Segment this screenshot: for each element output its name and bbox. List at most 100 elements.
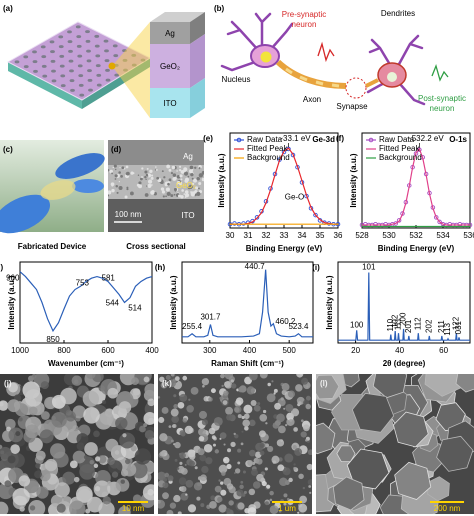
particle <box>107 387 119 399</box>
x-tick-label: 1000 <box>11 346 29 355</box>
neuron-schematic: (b) Nucleus Axon Synapse Dendrites <box>214 4 449 111</box>
grain <box>188 184 193 190</box>
grain <box>124 195 128 199</box>
grain <box>147 175 149 177</box>
nucleus-label: Nucleus <box>222 75 251 84</box>
grain <box>184 196 187 199</box>
particle <box>237 502 245 510</box>
data-point <box>313 212 318 218</box>
grain <box>196 176 200 181</box>
particle <box>120 469 129 477</box>
particle <box>271 380 274 383</box>
particle <box>269 498 273 502</box>
grain <box>118 185 123 191</box>
particle <box>89 459 95 465</box>
particle <box>76 442 85 451</box>
grain <box>181 189 184 192</box>
peak-label: 031 <box>454 320 463 334</box>
particle <box>194 466 198 470</box>
particle <box>302 424 310 432</box>
particle <box>233 472 236 475</box>
grain <box>155 166 157 168</box>
grain <box>138 181 142 185</box>
electrode-dot <box>51 79 57 83</box>
y-axis-label: Intensity (a.u.) <box>325 275 334 330</box>
particle <box>174 441 181 449</box>
particle <box>280 397 284 401</box>
electrode-dot <box>40 45 46 49</box>
x-tick-label: 20 <box>351 346 360 355</box>
particle <box>283 502 287 506</box>
particle <box>111 471 119 478</box>
grain <box>118 171 121 174</box>
particle <box>226 463 232 470</box>
grain <box>160 187 165 191</box>
particle <box>107 457 115 465</box>
grain <box>336 445 356 463</box>
particle <box>102 400 107 405</box>
grain <box>166 164 171 169</box>
particle <box>40 411 50 420</box>
grain <box>168 178 172 182</box>
particle <box>184 463 187 466</box>
particle <box>65 410 76 422</box>
particle <box>277 464 285 472</box>
particle <box>236 489 244 497</box>
particle <box>273 392 276 395</box>
particle <box>168 425 172 429</box>
grain <box>166 191 171 196</box>
electrode-dot <box>67 30 72 34</box>
particle <box>224 374 234 380</box>
grain <box>119 167 121 169</box>
layer-ito <box>150 88 190 118</box>
x-tick-label: 534 <box>436 231 450 240</box>
particle <box>115 478 130 492</box>
particle <box>231 383 237 389</box>
particle <box>119 432 136 449</box>
particle <box>279 477 288 487</box>
grain <box>149 169 153 173</box>
particle <box>226 414 233 421</box>
grain <box>177 194 181 198</box>
particle <box>309 491 312 494</box>
peak-label: 102 <box>390 314 399 328</box>
particle <box>185 479 194 488</box>
legend-label: Background <box>379 153 422 162</box>
particle <box>50 443 66 459</box>
sem-image <box>316 374 474 514</box>
panel-label: (f) <box>336 134 344 143</box>
grain <box>316 422 336 455</box>
particle <box>184 425 193 435</box>
particle <box>218 464 228 474</box>
electrode-dot <box>85 39 91 43</box>
particle <box>180 492 189 501</box>
particle <box>188 460 195 467</box>
grain <box>180 178 183 181</box>
nucleus <box>387 72 397 82</box>
particle <box>188 398 191 401</box>
particle <box>198 410 208 419</box>
particle <box>35 463 41 469</box>
particle <box>250 468 258 476</box>
particle <box>233 432 236 436</box>
core-level-label: O-1s <box>449 135 467 144</box>
data-line <box>19 271 153 333</box>
particle <box>249 419 256 427</box>
chart: 528 530 532 534 536 Binding Energy (eV) Intens… <box>336 132 474 253</box>
particle <box>120 479 125 484</box>
particle <box>177 511 182 514</box>
substrate-edge <box>8 62 82 109</box>
chart: 1000 800 600 400 Wavenumber (cm⁻¹) Intensity … <box>0 261 159 368</box>
grain <box>130 171 134 175</box>
grain <box>108 190 112 195</box>
particle <box>185 493 188 496</box>
zoom-point <box>108 62 116 70</box>
particle <box>179 452 186 459</box>
pre-synaptic-label: Pre-synaptic neuron <box>281 10 327 29</box>
particle <box>159 451 165 457</box>
particle <box>285 423 288 427</box>
panel-label: (c) <box>3 145 13 154</box>
grain <box>120 174 123 178</box>
grain <box>201 177 204 182</box>
particle <box>131 377 139 386</box>
